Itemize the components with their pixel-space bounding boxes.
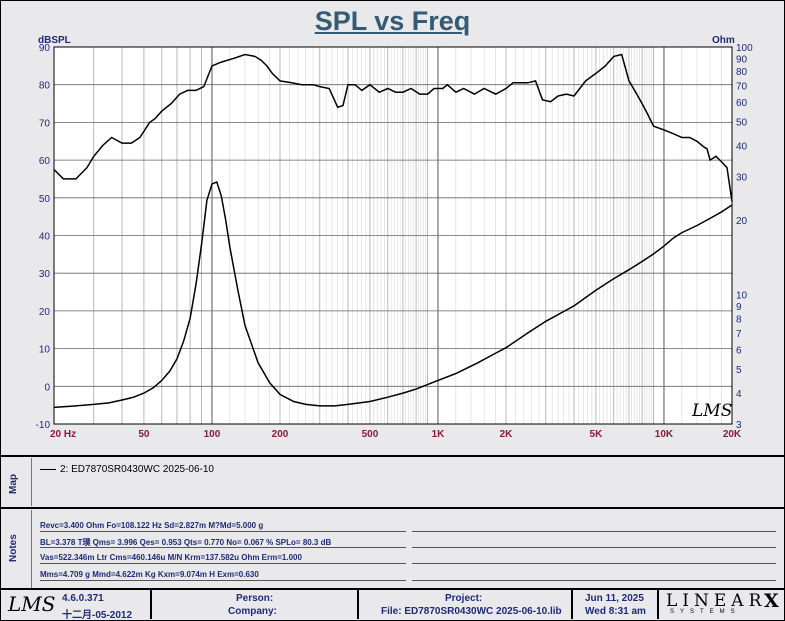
right-tick-label: 5: [736, 365, 742, 376]
x-tick-label: 500: [362, 429, 379, 440]
left-tick-label: 0: [44, 382, 50, 393]
right-tick-label: 30: [736, 172, 748, 183]
separator: [0, 507, 785, 509]
right-tick-label: 80: [736, 67, 748, 78]
note-line-3: Vas=522.346m Ltr Cms=460.146u M/N Krm=13…: [40, 553, 302, 562]
version: 4.6.0.371: [62, 593, 104, 604]
x-tick-label: 5K: [590, 429, 604, 440]
right-axis-unit: Ohm: [712, 35, 735, 46]
footer-project-cell: Project: File: ED7870SR0430WC 2025-06-10…: [359, 589, 573, 619]
left-tick-label: 80: [39, 81, 51, 92]
notes-side-cell: [3, 510, 32, 588]
brand-text: LINEAR: [666, 591, 767, 611]
left-tick-label: -10: [36, 420, 51, 431]
right-tick-label: 100: [736, 43, 753, 54]
brand-sub: SYSTEMS: [670, 609, 741, 615]
linearx-logo: LINEAR X SYSTEMS: [660, 589, 784, 619]
project-file: File: ED7870SR0430WC 2025-06-10.lib: [381, 606, 562, 617]
left-tick-label: 40: [39, 232, 51, 243]
note-rule: [412, 563, 776, 564]
left-axis-unit: dBSPL: [38, 35, 71, 46]
spl-impedance-plot: 9080706050403020100-10100908070605040302…: [36, 43, 754, 440]
right-tick-label: 3: [736, 420, 742, 431]
date: Jun 11, 2025: [585, 593, 644, 604]
chart-title: SPL vs Freq: [314, 6, 471, 36]
right-tick-label: 60: [736, 98, 748, 109]
note-rule: [40, 547, 406, 548]
left-tick-label: 10: [39, 345, 51, 356]
map-legend-entry: 2: ED7870SR0430WC 2025-06-10: [40, 464, 214, 475]
right-tick-label: 7: [736, 329, 742, 340]
separator: [0, 455, 785, 457]
notes-label: Notes: [8, 534, 19, 562]
footer-date-cell: Jun 11, 2025 Wed 8:31 am: [573, 589, 659, 619]
note-rule: [40, 563, 406, 564]
right-tick-label: 4: [736, 389, 742, 400]
x-tick-label: 20K: [723, 429, 742, 440]
lms-watermark: LMS: [691, 401, 732, 421]
x-tick-label: 10K: [655, 429, 674, 440]
note-line-4: Mms=4.709 g Mmd=4.622m Kg Kxm=9.074m H E…: [40, 570, 259, 579]
note-rule: [412, 547, 776, 548]
brand-x: X: [764, 590, 779, 612]
footer-person-cell: Person: Company:: [152, 589, 359, 619]
note-rule: [40, 580, 406, 581]
note-line-1: Revc=3.400 Ohm Fo=108.122 Hz Sd=2.827m M…: [40, 521, 264, 530]
footer: LMS 4.6.0.371 十二月-05-2012 Person: Compan…: [0, 589, 785, 621]
right-tick-label: 20: [736, 216, 748, 227]
x-tick-label: 200: [272, 429, 289, 440]
footer-version-cell: LMS 4.6.0.371 十二月-05-2012: [0, 589, 152, 621]
plot-border: [53, 46, 733, 425]
version-date: 十二月-05-2012: [62, 610, 133, 621]
legend-line-icon: [40, 468, 56, 470]
left-tick-label: 20: [39, 307, 51, 318]
x-tick-label: 2K: [500, 429, 514, 440]
note-rule: [412, 531, 776, 532]
left-tick-label: 60: [39, 156, 51, 167]
x-tick-label: 100: [204, 429, 221, 440]
left-tick-label: 90: [39, 43, 51, 54]
legend-text: 2: ED7870SR0430WC 2025-06-10: [60, 464, 214, 475]
right-tick-label: 9: [736, 302, 742, 313]
x-tick-label: 20 Hz: [50, 429, 76, 440]
lms-logo: LMS: [8, 592, 56, 616]
spl-series-line: [53, 53, 733, 202]
impedance-series-line: [53, 181, 733, 409]
note-rule: [40, 531, 406, 532]
project-label: Project:: [445, 593, 483, 604]
company-label: Company:: [228, 606, 277, 617]
left-tick-label: 70: [39, 118, 51, 129]
right-tick-label: 6: [736, 345, 742, 356]
person-label: Person:: [236, 593, 274, 604]
x-tick-label: 1K: [432, 429, 446, 440]
note-line-2: BL=3.378 T璞 Qms= 3.996 Qes= 0.953 Qts= 0…: [40, 538, 332, 547]
map-side-cell: [3, 458, 32, 506]
left-tick-label: 30: [39, 269, 51, 280]
right-tick-label: 50: [736, 118, 748, 129]
right-tick-label: 70: [736, 81, 748, 92]
note-rule: [412, 580, 776, 581]
separator: [0, 588, 785, 590]
right-tick-label: 8: [736, 315, 742, 326]
right-tick-label: 40: [736, 142, 748, 153]
left-tick-label: 50: [39, 194, 51, 205]
right-tick-label: 90: [736, 54, 748, 65]
x-tick-label: 50: [138, 429, 150, 440]
right-tick-label: 10: [736, 291, 748, 302]
map-label: Map: [8, 474, 19, 494]
time: Wed 8:31 am: [585, 606, 646, 617]
